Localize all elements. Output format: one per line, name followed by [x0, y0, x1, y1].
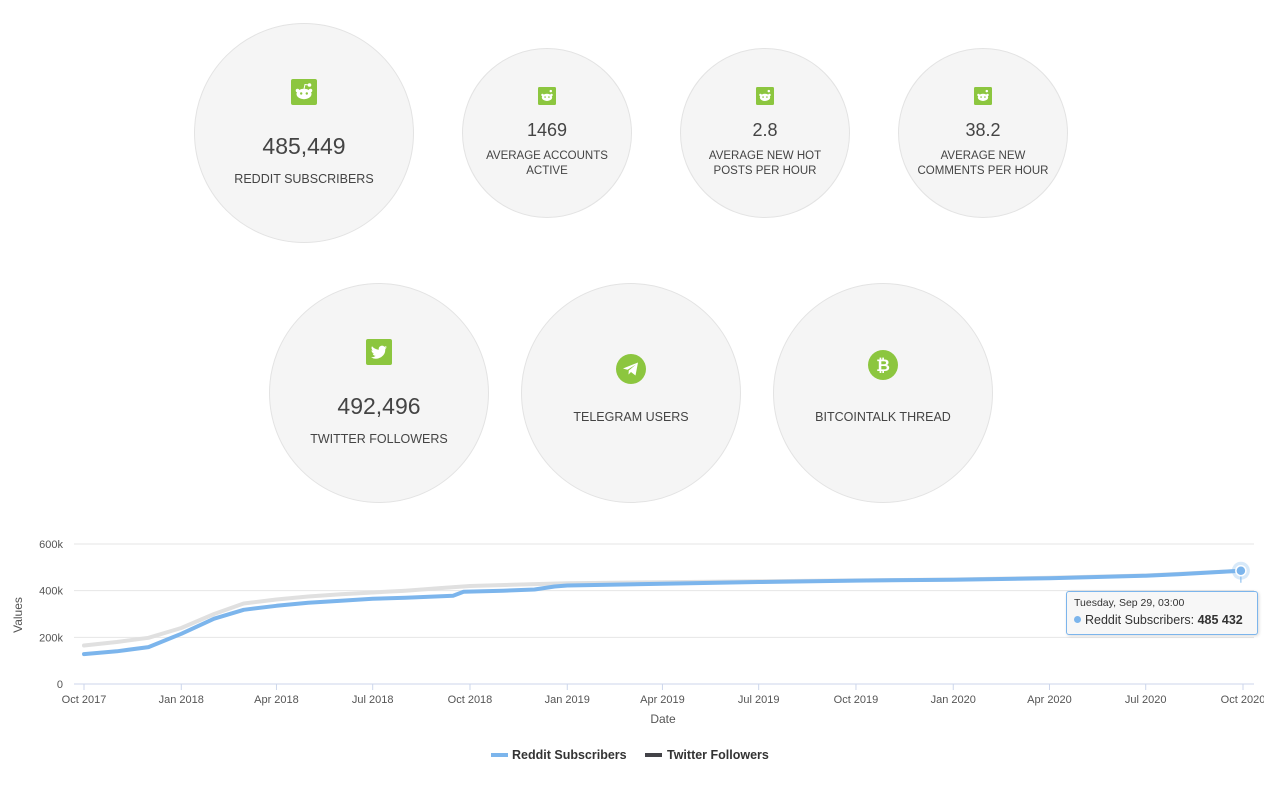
- legend-reddit-label: Reddit Subscribers: [512, 748, 627, 762]
- twitter-followers-value: 492,496: [337, 393, 421, 419]
- y-tick-label: 0: [57, 679, 63, 691]
- y-axis-title: Values: [11, 597, 25, 633]
- legend-reddit-subscribers[interactable]: Reddit Subscribers: [491, 748, 627, 762]
- svg-text:₿: ₿: [876, 356, 890, 375]
- x-tick-label: Jan 2019: [545, 694, 590, 706]
- stat-twitter-followers: 492,496 TWITTER FOLLOWERS: [269, 283, 489, 503]
- x-tick-label: Oct 2019: [834, 694, 879, 706]
- accounts-active-label-line2: ACTIVE: [526, 165, 568, 177]
- growth-line-chart: 0 200k 400k 600k Oct 2017 Jan 2018 Apr 2018 Ju…: [11, 539, 1264, 762]
- hot-posts-label-line1: AVERAGE NEW HOT: [708, 150, 822, 162]
- tooltip-series-name: Reddit Subscribers: [1085, 613, 1191, 627]
- reddit-icon: [756, 87, 774, 105]
- reddit-icon: [291, 79, 317, 105]
- reddit-icon: [538, 87, 556, 105]
- accounts-active-label: AVERAGE ACCOUNTS ACTIVE: [486, 149, 608, 179]
- tooltip-date: Tuesday, Sep 29, 03:00: [1074, 597, 1185, 609]
- x-tick-label: Apr 2020: [1027, 694, 1072, 706]
- x-tick-label: Oct 2017: [62, 694, 107, 706]
- x-axis-title: Date: [650, 712, 676, 726]
- legend-twitter-label: Twitter Followers: [667, 748, 769, 762]
- bitcointalk-thread-label: BITCOINTALK THREAD: [815, 409, 951, 424]
- reddit-subscribers-label: REDDIT SUBSCRIBERS: [234, 172, 374, 186]
- hot-posts-label: AVERAGE NEW HOT POSTS PER HOUR: [709, 149, 821, 179]
- accounts-active-value: 1469: [526, 120, 568, 140]
- comments-label-line2: COMMENTS PER HOUR: [917, 165, 1049, 177]
- x-tick-label: Oct 2018: [448, 694, 493, 706]
- stat-hot-posts: 2.8 AVERAGE NEW HOT POSTS PER HOUR: [680, 48, 850, 218]
- hot-posts-value: 2.8: [752, 120, 778, 140]
- telegram-icon: [616, 353, 646, 384]
- x-tick-label: Jul 2019: [738, 694, 780, 706]
- chart-tooltip: Tuesday, Sep 29, 03:00 Reddit Subscriber…: [1066, 591, 1258, 635]
- stat-reddit-subscribers: 485,449 REDDIT SUBSCRIBERS: [194, 23, 414, 243]
- tooltip-series-row: Reddit Subscribers: 485 432: [1074, 613, 1250, 627]
- reddit-subscribers-value: 485,449: [262, 133, 346, 159]
- tooltip-series-dot: [1074, 616, 1081, 623]
- stat-bitcointalk-thread[interactable]: ₿ BITCOINTALK THREAD: [773, 283, 993, 503]
- chart-grid: [74, 543, 1254, 685]
- x-tick-label: Apr 2019: [640, 694, 685, 706]
- tooltip-value: 485 432: [1197, 613, 1243, 627]
- telegram-users-label: TELEGRAM USERS: [573, 409, 689, 424]
- reddit-subscribers-line[interactable]: [82, 568, 1243, 657]
- bitcoin-icon: ₿: [868, 349, 898, 380]
- x-tick-label: Jul 2018: [352, 694, 394, 706]
- stat-comments: 38.2 AVERAGE NEW COMMENTS PER HOUR: [898, 48, 1068, 218]
- comments-label: AVERAGE NEW COMMENTS PER HOUR: [918, 149, 1049, 179]
- x-tick-label: Oct 2020: [1221, 694, 1264, 706]
- x-tick-label: Jan 2018: [159, 694, 204, 706]
- stat-telegram-users[interactable]: TELEGRAM USERS: [521, 283, 741, 503]
- legend-twitter-followers[interactable]: Twitter Followers: [645, 748, 769, 762]
- x-tick-label: Apr 2018: [254, 694, 299, 706]
- twitter-icon: [366, 339, 392, 365]
- x-axis-ticks: Oct 2017 Jan 2018 Apr 2018 Jul 2018 Oct 2018…: [62, 684, 1264, 706]
- y-axis-ticks: 0 200k 400k 600k: [39, 539, 63, 691]
- x-tick-label: Jan 2020: [931, 694, 976, 706]
- twitter-followers-label: TWITTER FOLLOWERS: [310, 432, 448, 446]
- hover-point-marker[interactable]: [1235, 564, 1247, 577]
- y-tick-label: 200k: [39, 632, 63, 644]
- hot-posts-label-line2: POSTS PER HOUR: [713, 165, 817, 177]
- stat-accounts-active: 1469 AVERAGE ACCOUNTS ACTIVE: [462, 48, 632, 218]
- accounts-active-label-line1: AVERAGE ACCOUNTS: [486, 150, 608, 162]
- comments-label-line1: AVERAGE NEW: [940, 150, 1026, 162]
- x-tick-label: Jul 2020: [1125, 694, 1167, 706]
- y-tick-label: 400k: [39, 586, 63, 598]
- y-tick-label: 600k: [39, 539, 63, 551]
- reddit-icon: [974, 87, 992, 105]
- comments-value: 38.2: [965, 120, 1001, 140]
